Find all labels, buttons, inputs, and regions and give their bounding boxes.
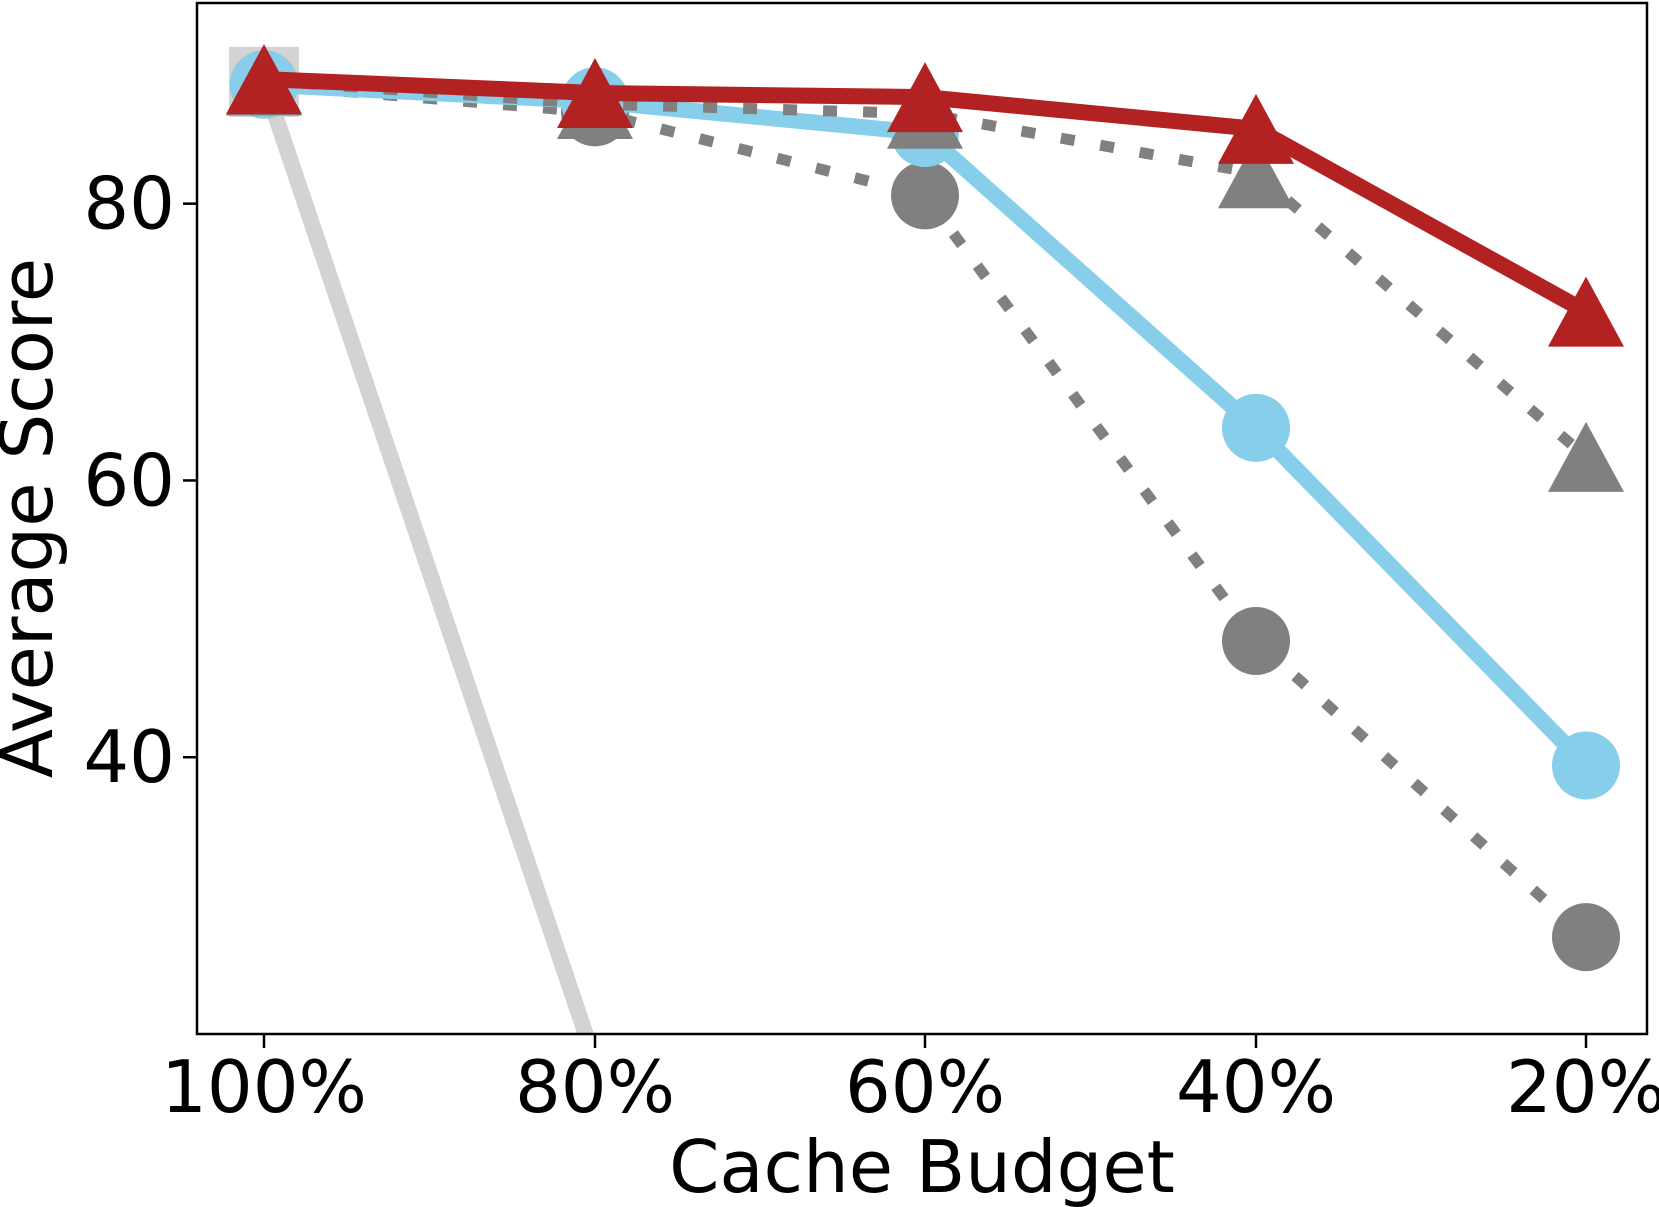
series-4-point-4 [1548,276,1624,347]
x-axis: 100% 80% 60% 40% 20% [161,1034,1659,1129]
series-4-point-1 [557,58,633,128]
x-tick-label-3: 40% [1176,1045,1336,1129]
y-axis-title: Average Score [0,258,69,778]
series-1-point-3 [1222,606,1290,675]
plot-frame [195,1,1649,1036]
series-1 [230,50,1620,972]
y-tick-label-0: 40 [83,715,175,799]
series-4 [226,44,1624,347]
series-2-point-4 [1552,731,1620,800]
y-tick-label-2: 80 [83,162,175,246]
series-0-line [256,73,595,1034]
x-tick-label-0: 100% [161,1045,367,1129]
series-3-point-3 [1218,138,1294,209]
series-2 [230,50,1620,800]
x-tick-label-2: 60% [845,1045,1005,1129]
series-1-point-2 [891,161,959,230]
x-tick-label-1: 80% [515,1045,675,1129]
y-axis: 40 60 80 [83,162,197,799]
x-tick-label-4: 20% [1506,1045,1659,1129]
x-axis-title: Cache Budget [669,1125,1175,1207]
y-tick-label-1: 60 [83,438,175,522]
series-0 [229,46,595,1034]
series-4-point-2 [887,62,963,133]
series-3-point-4 [1548,421,1624,492]
series-1-point-4 [1552,903,1620,972]
series-4-point-3 [1218,93,1294,164]
series-4-point-0 [226,44,302,115]
series-layer [226,44,1624,1034]
series-2-point-3 [1222,393,1290,462]
